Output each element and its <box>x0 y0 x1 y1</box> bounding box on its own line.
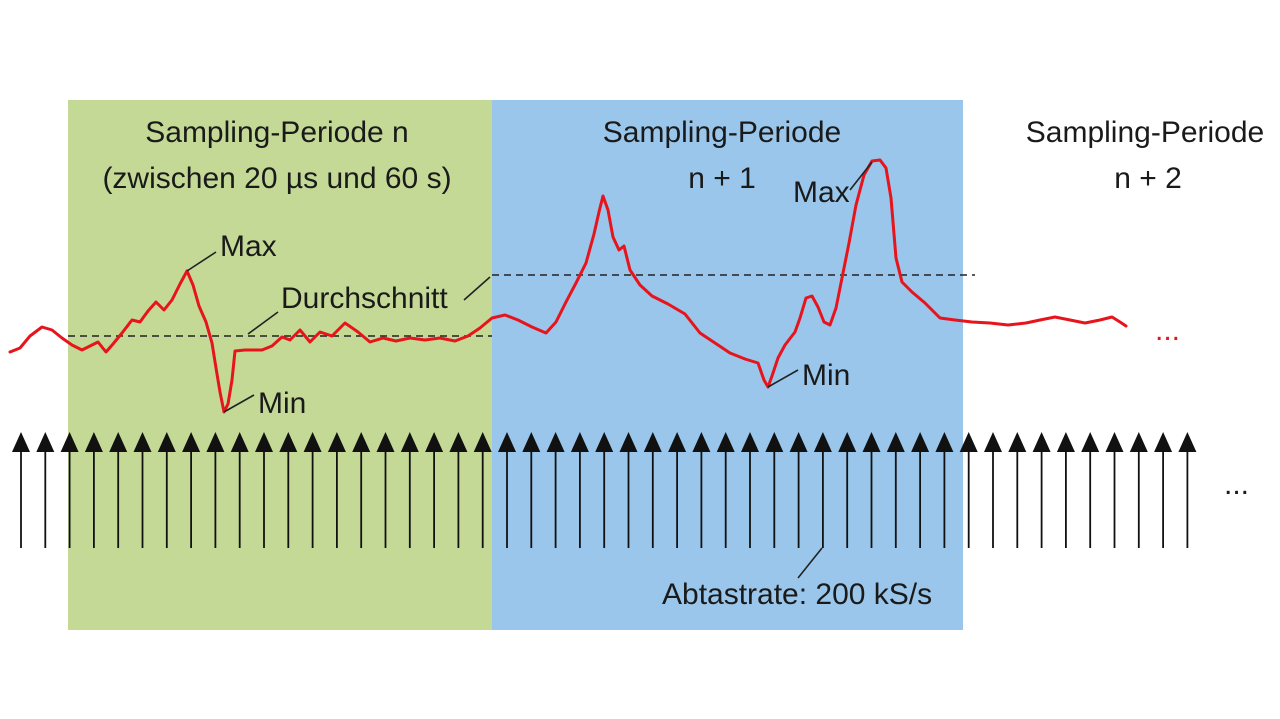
sample-arrow-head <box>886 432 905 452</box>
sample-arrow-head <box>206 432 225 452</box>
sample-arrow-head <box>570 432 589 452</box>
max-2-label: Max <box>793 176 850 209</box>
sample-arrow-head <box>498 432 516 452</box>
samples-continuation-dots: ... <box>1224 468 1249 501</box>
sample-arrow-head <box>1056 432 1075 452</box>
sample-arrow-head <box>400 432 419 452</box>
sample-arrow-head <box>1129 432 1148 452</box>
sample-arrow-head <box>643 432 662 452</box>
sample-arrow-head <box>1105 432 1124 452</box>
sample-arrow-head <box>522 432 541 452</box>
sample-arrow-head <box>36 432 55 452</box>
sample-arrow-head <box>1032 432 1051 452</box>
max-1-label: Max <box>220 230 277 263</box>
period-n-title: Sampling-Periode n <box>145 116 408 149</box>
average-label: Durchschnitt <box>281 282 448 315</box>
sample-arrow-head <box>619 432 638 452</box>
sample-arrow-head <box>935 432 954 452</box>
min-1-label: Min <box>258 387 306 420</box>
sample-arrow-head <box>959 432 978 452</box>
sample-arrow-head <box>1008 432 1027 452</box>
max-2-leader <box>849 161 873 191</box>
period-n1-subtitle: n + 1 <box>688 162 756 195</box>
sample-arrow-head <box>813 432 832 452</box>
sample-arrow-head <box>984 432 1002 452</box>
sample-arrow-head <box>425 432 444 452</box>
sample-arrow-head <box>376 432 395 452</box>
sample-arrow-head <box>692 432 711 452</box>
min-1-leader <box>223 394 255 413</box>
sample-arrow-head <box>741 432 759 452</box>
sample-arrow-head <box>1178 432 1197 452</box>
sample-arrow-head <box>546 432 565 452</box>
sample-arrow-head <box>327 432 346 452</box>
sample-arrow-head <box>449 432 468 452</box>
min-2-leader <box>767 369 799 388</box>
sample-arrow-head <box>12 432 30 452</box>
sample-arrow-head <box>595 432 614 452</box>
sample-arrow-head <box>838 432 857 452</box>
sample-arrow-head <box>716 432 735 452</box>
sample-arrow-head <box>911 432 930 452</box>
period-n-background <box>68 100 492 630</box>
sample-arrow-head <box>182 432 201 452</box>
sample-arrow-head <box>133 432 152 452</box>
sample-arrow-head <box>789 432 808 452</box>
max-1-leader <box>186 251 217 272</box>
signal-curve <box>8 158 1128 414</box>
sample-arrow-head <box>279 432 298 452</box>
sample-arrow-head <box>765 432 784 452</box>
sample-arrow-head <box>60 432 79 452</box>
sample-arrow-head <box>109 432 128 452</box>
average-leader-1 <box>247 311 279 335</box>
sample-arrow-head <box>255 432 273 452</box>
sample-arrow-head <box>1154 432 1173 452</box>
sample-arrows <box>12 432 1197 548</box>
sample-arrow-head <box>303 432 322 452</box>
sample-arrow-head <box>230 432 249 452</box>
sample-rate-label: Abtastrate: 200 kS/s <box>662 578 932 611</box>
period-n1-background <box>492 100 963 630</box>
sample-rate-leader <box>797 547 823 579</box>
sample-arrow-head <box>862 432 881 452</box>
signal-continuation-dots: ... <box>1155 314 1180 347</box>
sample-arrow-head <box>1081 432 1100 452</box>
period-n2-subtitle: n + 2 <box>1114 162 1182 195</box>
period-n2-title: Sampling-Periode <box>1026 116 1264 149</box>
sample-arrow-head <box>668 432 687 452</box>
sample-arrow-head <box>157 432 176 452</box>
period-n-subtitle: (zwischen 20 µs und 60 s) <box>102 162 451 195</box>
min-2-label: Min <box>802 359 850 392</box>
average-leader-2 <box>463 276 491 301</box>
sample-arrow-head <box>84 432 103 452</box>
sample-arrow-head <box>473 432 492 452</box>
sample-arrow-head <box>352 432 371 452</box>
period-n1-title: Sampling-Periode <box>603 116 841 149</box>
